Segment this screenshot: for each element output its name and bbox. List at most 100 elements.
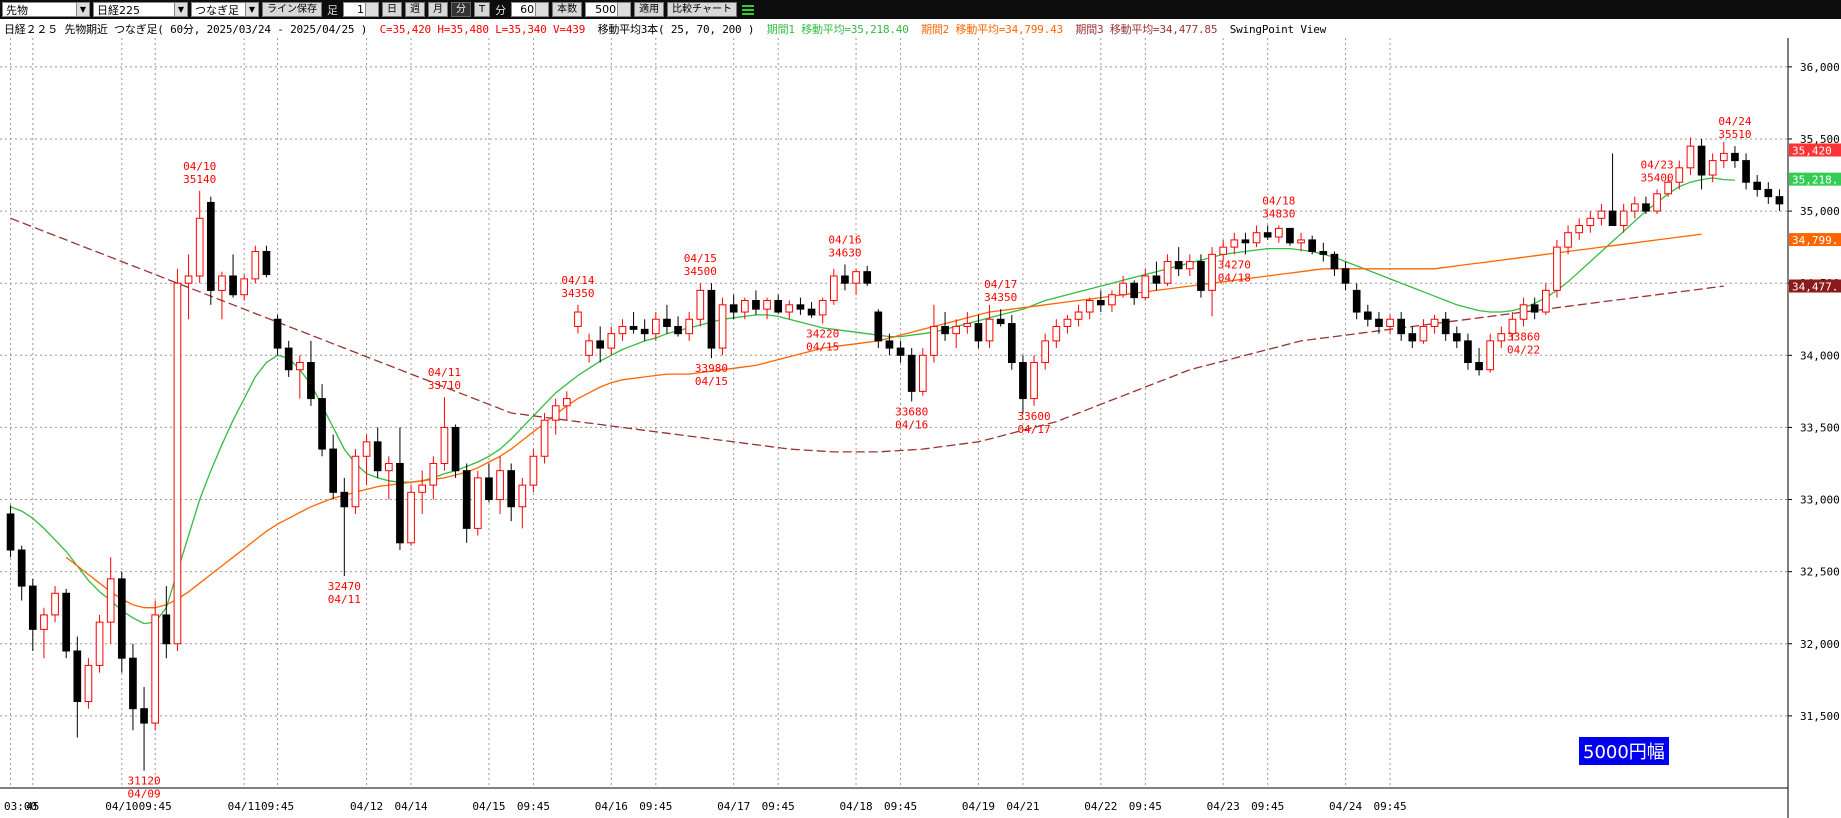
candle-body <box>162 614 171 645</box>
candle-body <box>1052 325 1061 342</box>
candle-body <box>1375 318 1383 327</box>
candle-body <box>129 657 137 710</box>
chevron-down-icon: ▼ <box>174 3 187 16</box>
count-input-value: 500 <box>595 3 617 16</box>
candle-body <box>974 323 983 342</box>
swing-label: 04/23 <box>1641 158 1674 171</box>
ohlcv-readout: C=35,420 H=35,480 L=35,340 V=439 <box>379 23 586 36</box>
ma2-readout: 期間2 移動平均=34,799.43 <box>921 23 1063 36</box>
spinner-icon[interactable] <box>365 3 378 16</box>
candle-body <box>407 491 415 544</box>
spinner-icon[interactable] <box>535 3 549 16</box>
candle-body <box>62 592 71 652</box>
candle-body <box>774 300 783 313</box>
chevron-down-icon: ▼ <box>76 3 89 16</box>
bar-input[interactable]: 1 <box>343 2 379 17</box>
candle-body <box>140 708 148 724</box>
candle-body <box>507 470 516 508</box>
save-line-button[interactable]: ライン保存 <box>262 2 322 17</box>
price-tag <box>1789 233 1841 247</box>
minute-unit-label: 分 <box>495 3 507 17</box>
instrument-select[interactable]: 日経225 ▼ <box>93 2 188 17</box>
candle-body <box>1731 152 1739 162</box>
minutes-input[interactable]: 60 <box>511 2 550 17</box>
chart-mode-select[interactable]: つなぎ足 ▼ <box>191 2 259 17</box>
candle-body <box>1619 210 1628 226</box>
candle-body <box>985 318 994 342</box>
candle-body <box>240 278 249 296</box>
x-tick-label: 04/17 <box>717 800 750 813</box>
swing-label: 04/11 <box>428 366 461 379</box>
candle-body <box>1630 203 1639 212</box>
x-tick-label: 09:45 <box>1374 800 1407 813</box>
plot-area <box>0 38 1788 788</box>
candle-body <box>629 325 638 330</box>
y-tick-label: 32,000 <box>1800 638 1840 651</box>
candle-body <box>106 578 115 623</box>
candle-body <box>28 585 37 630</box>
x-tick-label: 09:45 <box>139 800 172 813</box>
apply-button[interactable]: 適用 <box>634 2 665 17</box>
indicator-icon[interactable] <box>740 3 756 17</box>
candle-body <box>696 289 705 320</box>
swing-label: 04/15 <box>684 252 717 265</box>
candle-body <box>752 300 760 310</box>
x-tick-label: 04/12 <box>350 800 383 813</box>
candle-body <box>1664 181 1673 195</box>
period-day-button[interactable]: 日 <box>382 2 402 17</box>
swing-label: 04/10 <box>183 160 216 173</box>
swing-label: 32470 <box>328 580 361 593</box>
y-tick-label: 35,000 <box>1800 205 1840 218</box>
candle-body <box>340 491 349 508</box>
candle-body <box>963 323 972 327</box>
candle-body <box>930 325 938 356</box>
count-label: 本数 <box>552 2 583 17</box>
candle-body <box>496 470 504 501</box>
period-week-button[interactable]: 週 <box>405 2 425 17</box>
candle-body <box>618 325 627 335</box>
candle-body <box>740 300 749 313</box>
candle-body <box>462 470 471 529</box>
y-tick-label: 31,500 <box>1800 710 1840 723</box>
swing-label: 04/22 <box>1507 343 1540 356</box>
candle-body <box>1452 333 1461 342</box>
candle-body <box>651 318 660 335</box>
candle-body <box>73 650 82 702</box>
period-tick-button[interactable]: T <box>474 2 491 17</box>
candle-body <box>1775 196 1784 205</box>
swing-label: 33680 <box>895 405 928 418</box>
compare-chart-button[interactable]: 比較チャート <box>667 2 738 17</box>
count-input[interactable]: 500 <box>585 2 632 17</box>
market-select[interactable]: 先物 ▼ <box>2 2 90 17</box>
candle-body <box>1464 340 1472 364</box>
swingpoint-toggle[interactable]: SwingPoint View <box>1229 23 1327 36</box>
candle-body <box>863 271 872 284</box>
swing-label: 35140 <box>183 173 216 186</box>
candle-body <box>262 250 271 276</box>
candle-body <box>485 477 493 501</box>
candle-body <box>663 318 671 327</box>
period-month-button[interactable]: 月 <box>428 2 448 17</box>
candle-body <box>1219 246 1228 255</box>
bar-label: 足 <box>327 3 338 17</box>
candle-body <box>273 318 282 349</box>
swing-label: 04/11 <box>328 593 361 606</box>
candle-body <box>952 325 961 335</box>
period-minute-button[interactable]: 分 <box>451 2 471 17</box>
swing-label: 34350 <box>984 291 1017 304</box>
candle-body <box>1163 261 1172 284</box>
minutes-input-value: 60 <box>520 3 535 16</box>
candle-body <box>551 405 560 421</box>
candle-body <box>585 340 593 356</box>
candle-body <box>396 462 404 544</box>
spinner-icon[interactable] <box>617 3 631 16</box>
swing-label: 34350 <box>561 287 594 300</box>
candle-body <box>384 462 393 472</box>
candle-body <box>518 484 527 508</box>
candle-body <box>1363 311 1372 320</box>
candle-body <box>1263 232 1272 238</box>
candle-body <box>329 448 338 493</box>
x-tick-label: 04/21 <box>1006 800 1039 813</box>
candle-body <box>1208 253 1216 291</box>
